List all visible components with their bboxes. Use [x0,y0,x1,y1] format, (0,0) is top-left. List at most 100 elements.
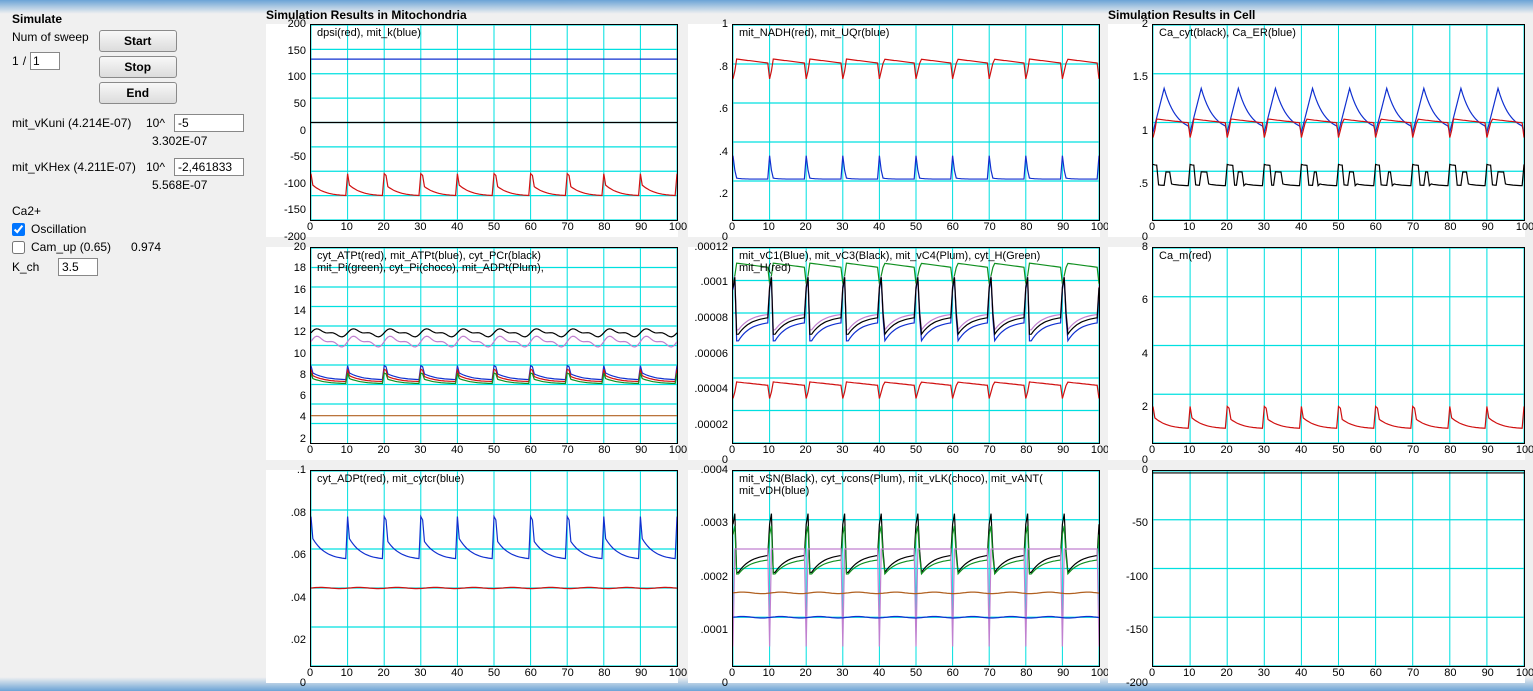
ytick-label: .0003 [700,517,728,529]
ytick-label: .0001 [700,276,728,288]
xtick-label: 60 [1370,444,1382,456]
xtick-label: 30 [1258,444,1270,456]
sweep-total-input[interactable] [30,52,60,70]
xtick-label: 10 [341,667,353,679]
ytick-label: 1 [1142,125,1148,137]
kch-input[interactable] [58,258,98,276]
camup-label[interactable]: Cam_up (0.65) [31,240,111,254]
chart-legend: dpsi(red), mit_k(blue) [317,27,421,39]
ytick-label: 6 [1142,294,1148,306]
xtick-label: 20 [799,444,811,456]
xtick-label: 0 [729,444,735,456]
xtick-label: 0 [1149,667,1155,679]
oscillation-checkbox[interactable] [12,223,25,236]
chart-c23: 02468Ca_m(red)0102030405060708090100 [1108,247,1525,460]
stop-button[interactable]: Stop [99,56,177,78]
xtick-label: 0 [1149,444,1155,456]
ytick-label: 2 [1142,401,1148,413]
xtick-label: 90 [635,444,647,456]
chart-c22: 0.00002.00004.00006.00008.0001.00012mit_… [688,247,1100,460]
xtick-label: 20 [1220,667,1232,679]
ytick-label: -100 [1126,571,1148,583]
ytick-label: .00002 [694,419,728,431]
xtick-label: 80 [1020,221,1032,233]
xtick-label: 10 [1183,444,1195,456]
xtick-label: 70 [561,221,573,233]
param1-input[interactable] [174,114,244,132]
xtick-label: 20 [377,444,389,456]
xtick-label: 30 [836,444,848,456]
ytick-label: 12 [294,326,306,338]
ytick-label: .00006 [694,348,728,360]
xtick-label: 100 [1516,667,1533,679]
xtick-label: 100 [1091,667,1109,679]
xtick-label: 70 [1407,444,1419,456]
xtick-label: 40 [1295,221,1307,233]
xtick-label: 80 [598,444,610,456]
ytick-label: .1 [297,464,306,476]
xtick-label: 20 [377,221,389,233]
sweep-label: Num of sweep [12,30,89,44]
ytick-label: -50 [1132,517,1148,529]
xtick-label: 10 [763,444,775,456]
chart-legend: Ca_cyt(black), Ca_ER(blue) [1159,27,1296,39]
ytick-label: -100 [284,178,306,190]
ytick-label: .0001 [700,624,728,636]
xtick-label: 10 [763,221,775,233]
xtick-label: 20 [799,221,811,233]
xtick-label: 70 [1407,667,1419,679]
xtick-label: 60 [1370,667,1382,679]
ytick-label: .00012 [694,241,728,253]
ytick-label: .00008 [694,312,728,324]
ytick-label: .02 [291,634,306,646]
xtick-label: 0 [307,444,313,456]
chart-c31: 0.02.04.06.08.1cyt_ADPt(red), mit_cytcr(… [266,470,678,683]
ytick-label: .00004 [694,383,728,395]
xtick-label: 70 [983,667,995,679]
xtick-label: 50 [1332,667,1344,679]
xtick-label: 90 [1057,444,1069,456]
xtick-label: 30 [414,221,426,233]
mito-title: Simulation Results in Mitochondria [266,8,1100,22]
ytick-label: 2 [300,433,306,445]
param2-sub: 5.568E-07 [152,178,254,192]
xtick-label: 100 [669,667,687,679]
ytick-label: 4 [1142,348,1148,360]
ytick-label: 4 [300,411,306,423]
xtick-label: 40 [451,444,463,456]
xtick-label: 80 [1020,444,1032,456]
ytick-label: 0 [722,677,728,689]
ytick-label: .0004 [700,464,728,476]
xtick-label: 70 [983,221,995,233]
start-button[interactable]: Start [99,30,177,52]
xtick-label: 90 [1057,667,1069,679]
oscillation-label[interactable]: Oscillation [31,222,86,236]
ytick-label: 14 [294,305,306,317]
xtick-label: 0 [1149,221,1155,233]
ytick-label: 100 [288,71,306,83]
xtick-label: 10 [341,444,353,456]
camup-checkbox[interactable] [12,241,25,254]
xtick-label: 70 [561,444,573,456]
param2-input[interactable] [174,158,244,176]
ytick-label: .08 [291,507,306,519]
xtick-label: 50 [488,667,500,679]
xtick-label: 100 [1091,444,1109,456]
chart-c12: 0.2.4.6.81mit_NADH(red), mit_UQr(blue)01… [688,24,1100,237]
xtick-label: 60 [525,444,537,456]
chart-legend: Ca_m(red) [1159,250,1212,262]
xtick-label: 50 [910,221,922,233]
end-button[interactable]: End [99,82,177,104]
xtick-label: 100 [1516,221,1533,233]
xtick-label: 50 [1332,221,1344,233]
ytick-label: .0002 [700,571,728,583]
xtick-label: 30 [414,667,426,679]
xtick-label: 0 [729,667,735,679]
xtick-label: 90 [635,221,647,233]
xtick-label: 70 [1407,221,1419,233]
xtick-label: 90 [1482,444,1494,456]
xtick-label: 40 [451,221,463,233]
xtick-label: 60 [947,221,959,233]
ytick-label: 1.5 [1133,71,1148,83]
xtick-label: 70 [983,444,995,456]
